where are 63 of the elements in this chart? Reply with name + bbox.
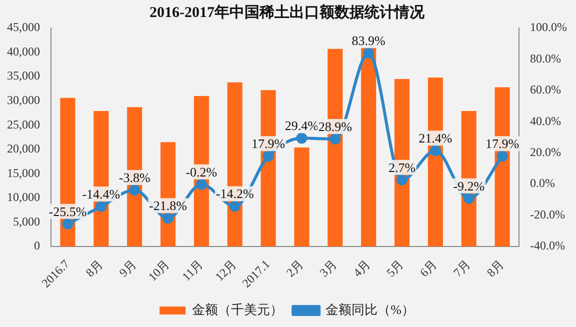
- y2-tick-label: 100.0%: [530, 20, 568, 34]
- data-label: -25.5%: [48, 204, 87, 219]
- data-label: 2.7%: [388, 160, 416, 175]
- point: [396, 174, 408, 186]
- x-tick-label: 8月: [82, 257, 106, 280]
- point: [262, 150, 274, 162]
- x-tick-label: 10月: [145, 257, 172, 284]
- data-label: 29.4%: [284, 118, 319, 134]
- y-tick-label: 15,000: [7, 166, 40, 180]
- point: [229, 200, 240, 212]
- x-tick-label: 9月: [116, 257, 139, 280]
- point: [496, 150, 508, 162]
- y2-tick-label: 60.0%: [530, 82, 562, 97]
- point: [62, 218, 74, 230]
- y2-tick-label: -20.0%: [530, 207, 566, 222]
- y-tick-label: 5,000: [13, 214, 40, 228]
- legend-label: 金额（千美元）: [192, 302, 284, 317]
- y2-tick-label: 40.0%: [530, 114, 562, 128]
- x-tick-label: 8月: [484, 257, 507, 280]
- data-label: 17.9%: [485, 136, 520, 152]
- point: [363, 48, 374, 59]
- point: [463, 192, 474, 204]
- x-tick-label: 3月: [316, 257, 340, 280]
- bar: [361, 47, 376, 246]
- y-tick-label: 20,000: [7, 142, 40, 156]
- data-label: -3.8%: [118, 170, 150, 185]
- x-tick-label: 4月: [350, 257, 373, 280]
- x-tick-label: 11月: [179, 257, 206, 284]
- data-label: -14.4%: [82, 186, 120, 202]
- x-tick-label: 2月: [283, 257, 306, 280]
- data-label: 83.9%: [352, 33, 386, 48]
- legend-label: 金额同比（%）: [326, 302, 414, 317]
- y2-tick-label: 20.0%: [530, 145, 562, 160]
- data-label: -21.8%: [149, 198, 188, 213]
- point: [430, 145, 441, 156]
- y-tick-label: 0: [34, 238, 40, 253]
- x-tick-label: 6月: [417, 257, 440, 280]
- data-label: 28.9%: [318, 118, 352, 134]
- point: [162, 212, 174, 224]
- data-label: 21.4%: [418, 130, 452, 146]
- y-tick-label: 40,000: [7, 44, 40, 58]
- y-tick-label: 10,000: [7, 190, 40, 204]
- chart-title: 2016-2017年中国稀土出口额数据统计情况: [150, 2, 426, 21]
- data-label: -0.2%: [186, 164, 218, 180]
- bar: [294, 147, 310, 246]
- data-label: -14.2%: [216, 186, 254, 202]
- y2-tick-label: 80.0%: [530, 51, 562, 66]
- data-label: -9.2%: [453, 178, 485, 194]
- point: [196, 178, 207, 190]
- point: [96, 201, 107, 212]
- y2-tick-label: 0.0%: [530, 176, 556, 190]
- data-label: 17.9%: [251, 136, 286, 152]
- x-tick-label: 12月: [212, 257, 240, 284]
- y2-tick-label: -40.0%: [530, 238, 566, 253]
- y-tick-label: 25,000: [7, 117, 40, 132]
- y-tick-label: 30,000: [7, 92, 40, 107]
- point: [296, 132, 308, 144]
- y-tick-label: 45,000: [7, 20, 40, 34]
- y-tick-label: 35,000: [7, 68, 40, 83]
- point: [330, 133, 341, 144]
- x-tick-label: 7月: [450, 257, 474, 280]
- point: [129, 184, 140, 196]
- x-tick-label: 5月: [384, 257, 406, 280]
